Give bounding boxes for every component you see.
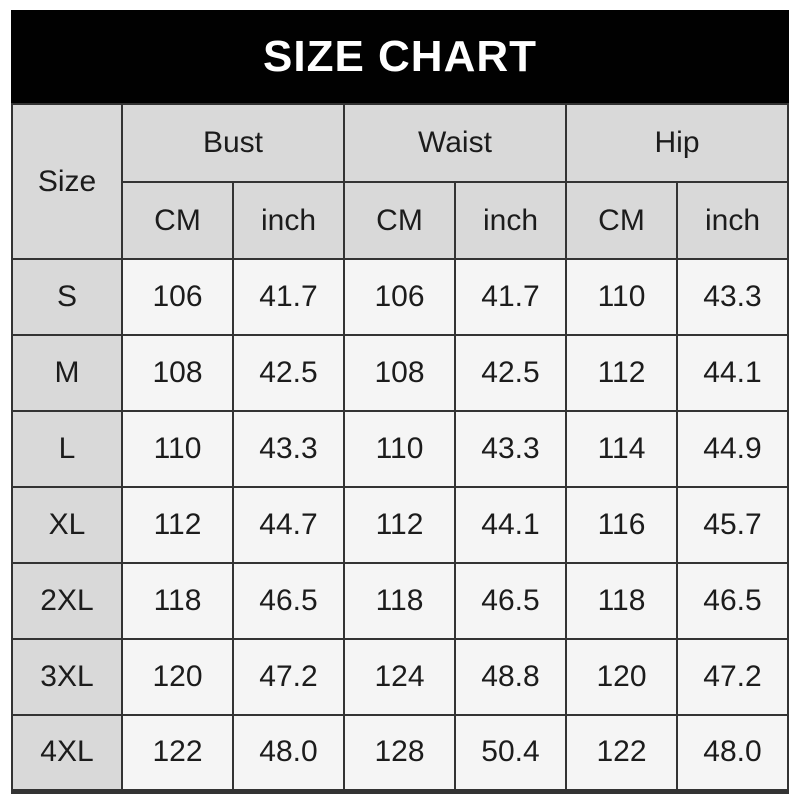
size-label-cell: 4XL xyxy=(11,714,123,792)
table-cell: 41.7 xyxy=(454,258,567,336)
table-cell: 48.0 xyxy=(676,714,789,792)
table-cell: 110 xyxy=(565,258,678,336)
table-cell: 42.5 xyxy=(232,334,345,412)
table-cell: 43.3 xyxy=(232,410,345,488)
table-cell: 41.7 xyxy=(232,258,345,336)
table-cell: 44.1 xyxy=(454,486,567,564)
table-cell: 112 xyxy=(121,486,234,564)
size-chart-table: Size Bust Waist Hip CM inch CM inch CM i… xyxy=(11,103,789,794)
table-cell: 50.4 xyxy=(454,714,567,792)
column-group-hip: Hip xyxy=(565,103,789,183)
table-row-l: L 110 43.3 110 43.3 114 44.9 xyxy=(11,410,789,488)
table-cell: 43.3 xyxy=(676,258,789,336)
table-cell: 46.5 xyxy=(454,562,567,640)
table-cell: 118 xyxy=(343,562,456,640)
column-group-waist: Waist xyxy=(343,103,567,183)
column-group-bust: Bust xyxy=(121,103,345,183)
table-cell: 48.8 xyxy=(454,638,567,716)
table-cell: 44.1 xyxy=(676,334,789,412)
header-group-row: Size Bust Waist Hip xyxy=(11,103,789,260)
table-cell: 48.0 xyxy=(232,714,345,792)
table-cell: 44.9 xyxy=(676,410,789,488)
size-label-cell: 2XL xyxy=(11,562,123,640)
size-label-cell: M xyxy=(11,334,123,412)
column-header-size: Size xyxy=(11,103,123,260)
table-cell: 128 xyxy=(343,714,456,792)
table-row-2xl: 2XL 118 46.5 118 46.5 118 46.5 xyxy=(11,562,789,640)
unit-header-waist-inch: inch xyxy=(454,181,567,260)
unit-header-hip-inch: inch xyxy=(676,181,789,260)
size-chart-banner: SIZE CHART xyxy=(11,10,789,103)
size-label-cell: S xyxy=(11,258,123,336)
table-cell: 106 xyxy=(121,258,234,336)
unit-header-waist-cm: CM xyxy=(343,181,456,260)
table-row-xl: XL 112 44.7 112 44.1 116 45.7 xyxy=(11,486,789,564)
table-cell: 122 xyxy=(121,714,234,792)
table-cell: 44.7 xyxy=(232,486,345,564)
table-cell: 108 xyxy=(343,334,456,412)
table-cell: 47.2 xyxy=(232,638,345,716)
table-cell: 108 xyxy=(121,334,234,412)
unit-header-hip-cm: CM xyxy=(565,181,678,260)
table-row-s: S 106 41.7 106 41.7 110 43.3 xyxy=(11,258,789,336)
table-cell: 118 xyxy=(565,562,678,640)
table-cell: 118 xyxy=(121,562,234,640)
table-cell: 110 xyxy=(343,410,456,488)
table-cell: 47.2 xyxy=(676,638,789,716)
size-chart-page: SIZE CHART Size Bust Waist Hip CM inch C… xyxy=(11,10,789,794)
table-row-4xl: 4XL 122 48.0 128 50.4 122 48.0 xyxy=(11,714,789,792)
table-row-3xl: 3XL 120 47.2 124 48.8 120 47.2 xyxy=(11,638,789,716)
table-cell: 120 xyxy=(565,638,678,716)
table-cell: 112 xyxy=(343,486,456,564)
table-cell: 122 xyxy=(565,714,678,792)
table-cell: 43.3 xyxy=(454,410,567,488)
table-cell: 120 xyxy=(121,638,234,716)
size-label-cell: XL xyxy=(11,486,123,564)
table-cell: 106 xyxy=(343,258,456,336)
table-cell: 110 xyxy=(121,410,234,488)
unit-header-bust-inch: inch xyxy=(232,181,345,260)
table-cell: 46.5 xyxy=(232,562,345,640)
size-label-cell: 3XL xyxy=(11,638,123,716)
unit-header-bust-cm: CM xyxy=(121,181,234,260)
table-cell: 112 xyxy=(565,334,678,412)
table-cell: 124 xyxy=(343,638,456,716)
table-cell: 45.7 xyxy=(676,486,789,564)
table-cell: 42.5 xyxy=(454,334,567,412)
table-row-m: M 108 42.5 108 42.5 112 44.1 xyxy=(11,334,789,412)
size-label-cell: L xyxy=(11,410,123,488)
table-cell: 114 xyxy=(565,410,678,488)
page-title: SIZE CHART xyxy=(263,31,537,81)
table-cell: 116 xyxy=(565,486,678,564)
table-cell: 46.5 xyxy=(676,562,789,640)
header-unit-row: CM inch CM inch CM inch xyxy=(12,181,789,260)
